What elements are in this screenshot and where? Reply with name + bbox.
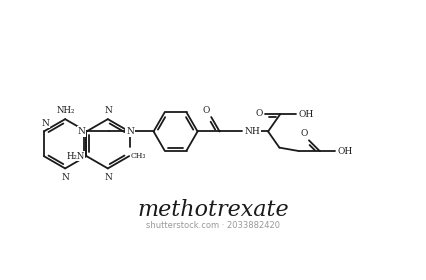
Text: O: O bbox=[256, 109, 263, 118]
Text: N: N bbox=[41, 119, 49, 128]
Text: H₂N: H₂N bbox=[66, 151, 85, 161]
Text: OH: OH bbox=[298, 110, 314, 119]
Text: N: N bbox=[104, 106, 112, 115]
Text: N: N bbox=[126, 127, 134, 136]
Text: methotrexate: methotrexate bbox=[137, 199, 289, 221]
Text: N: N bbox=[78, 127, 86, 136]
Text: CH₃: CH₃ bbox=[131, 152, 146, 160]
Text: NH₂: NH₂ bbox=[57, 106, 75, 115]
Text: NH: NH bbox=[245, 127, 261, 136]
Text: OH: OH bbox=[337, 146, 352, 156]
Text: N: N bbox=[104, 173, 112, 182]
Text: O: O bbox=[300, 129, 308, 138]
Text: shutterstock.com · 2033882420: shutterstock.com · 2033882420 bbox=[146, 221, 280, 230]
Text: N: N bbox=[62, 173, 69, 182]
Text: O: O bbox=[202, 106, 210, 115]
